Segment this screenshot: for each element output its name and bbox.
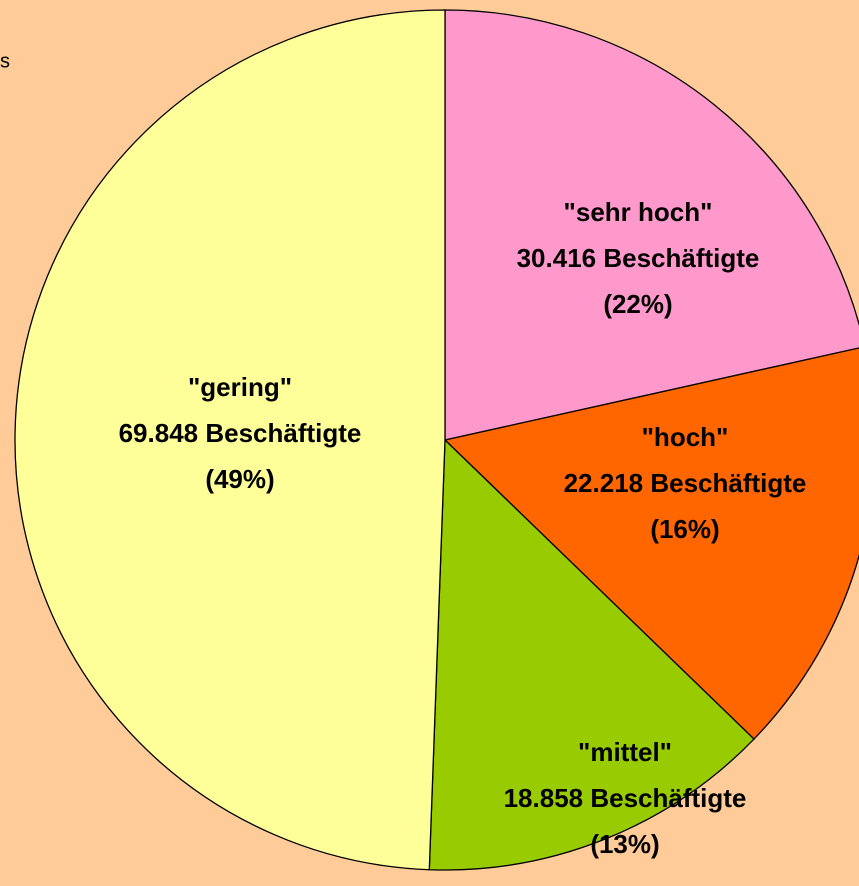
- pie-slice: [14, 9, 446, 871]
- slice-name: "sehr hoch": [564, 197, 713, 227]
- slice-name: "hoch": [642, 422, 729, 452]
- slice-value: 18.858 Beschäftigte: [504, 783, 747, 813]
- slice-value: 30.416 Beschäftigte: [517, 243, 760, 273]
- slice-value: 22.218 Beschäftigte: [564, 468, 807, 498]
- slice-name: "gering": [188, 372, 292, 402]
- side-text: s: [0, 50, 10, 72]
- slice-percent: (16%): [650, 514, 719, 544]
- slice-percent: (49%): [205, 464, 274, 494]
- slice-percent: (13%): [590, 829, 659, 859]
- slice-value: 69.848 Beschäftigte: [119, 418, 362, 448]
- pie-slice: [444, 9, 859, 441]
- pie-slice: [428, 438, 755, 871]
- slice-percent: (22%): [603, 289, 672, 319]
- slice-name: "mittel": [578, 737, 672, 767]
